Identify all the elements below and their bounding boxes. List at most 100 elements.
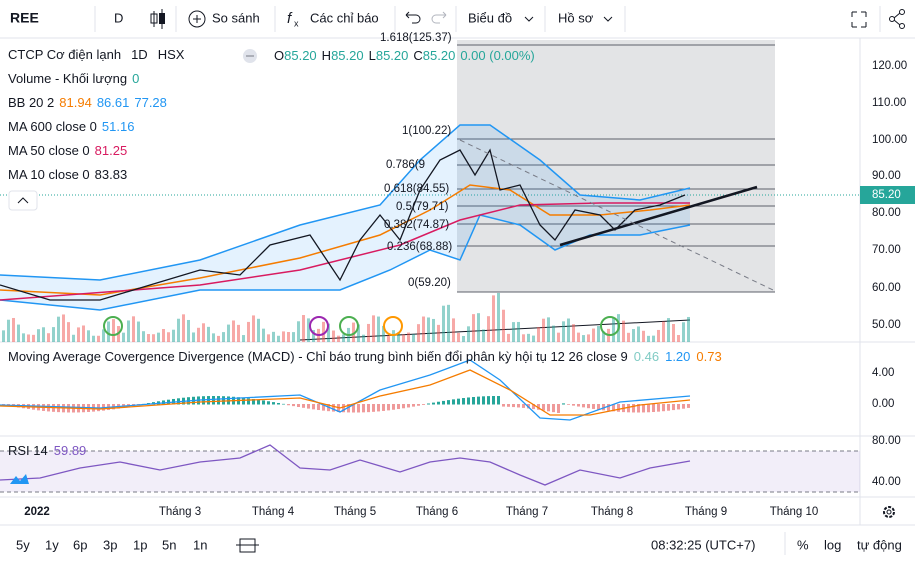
volume-bar [532,335,535,342]
volume-bar [22,333,25,342]
indicators-button[interactable]: Các chỉ báo [310,10,379,25]
range-button[interactable]: 5y [16,537,30,552]
histogram-bar [582,404,585,408]
volume-bar [392,330,395,342]
symbol[interactable]: REE [10,10,39,26]
time-label: Tháng 8 [591,506,633,518]
price-label: 60.00 [872,282,901,294]
profile-menu[interactable]: Hồ sơ [558,10,594,25]
fib-label: 0.236(68.88) [387,241,452,253]
time-label: Tháng 6 [416,506,458,518]
volume-bar [97,335,100,342]
axes: 120.00 110.00 100.00 90.00 80.00 70.00 60.00 50… [24,32,907,518]
volume-bar [457,332,460,342]
volume-bar [567,318,570,342]
price-label: 100.00 [872,134,907,146]
volume-bar [82,325,85,342]
ma50-legend: MA 50 close 0 81.25 [8,143,127,158]
volume-bar [652,335,655,342]
volume-bar [112,319,115,342]
macd-axis-label: 4.00 [872,367,894,379]
volume-bar [547,317,550,342]
volume-bar [147,334,150,342]
compare-button[interactable]: So sánh [212,10,260,25]
price-label: 110.00 [872,97,906,109]
range-button[interactable]: 1n [193,537,207,552]
volume-bar [587,334,590,342]
volume-bar [37,329,40,342]
log-toggle[interactable]: log [824,537,841,552]
fullscreen-button[interactable] [851,11,867,28]
range-button[interactable]: 5n [162,537,176,552]
ohlc-value: 85.20 [423,48,456,63]
time-label: Tháng 4 [252,506,295,518]
histogram-bar [567,404,570,405]
volume-bar [537,327,540,342]
fib-label: 0.5(79.71) [396,201,449,213]
ohlc-value: 85.20 [376,48,409,63]
percent-toggle[interactable]: % [797,537,809,552]
histogram-bar [602,404,605,411]
auto-toggle[interactable]: tự động [857,537,902,552]
volume-bar [32,334,35,342]
volume-bar [407,332,410,342]
volume-bar [327,323,330,342]
undo-button[interactable] [405,11,421,24]
volume-bar [552,325,555,342]
redo-button[interactable] [431,11,447,24]
histogram-bar [637,404,640,413]
interval[interactable]: D [114,10,123,25]
volume-bar [107,321,110,342]
volume-bar [612,317,615,342]
volume-bar [102,329,105,342]
histogram-bar [572,404,575,406]
volume-bar [232,320,235,342]
ohlc-label: O [274,48,284,63]
ma-line [0,184,691,296]
histogram-bar [382,404,385,411]
chart-menu[interactable]: Biểu đồ [468,10,512,25]
trend-line [559,185,758,247]
volume-bar [667,318,670,342]
histogram-bar [642,404,645,413]
fx-icon: f [287,10,293,27]
volume-bars [2,292,690,342]
volume-bar [562,321,565,342]
price-label: 120.00 [872,60,907,72]
fx-icon-x: x [294,18,299,28]
histogram-bar [307,404,310,409]
volume-bar [647,335,650,342]
volume-bar [357,324,360,342]
volume-bar [342,334,345,342]
volume-bar [172,329,175,342]
volume-bar [227,324,230,342]
settings-button[interactable] [883,506,895,518]
clock: 08:32:25 (UTC+7) [651,537,755,552]
histogram-bar [402,404,405,409]
range-button[interactable]: 6p [73,537,87,552]
volume-bar [402,334,405,342]
candle-icon[interactable] [150,9,165,29]
range-button[interactable]: 3p [103,537,117,552]
price-label: 80.00 [872,207,901,219]
histogram-bar [647,404,650,413]
histogram-bar [477,396,480,405]
range-button[interactable]: 1y [45,537,59,552]
volume-bar [432,318,435,342]
histogram-bar [552,404,555,413]
time-label: Tháng 7 [506,506,548,518]
volume-bar [52,327,55,342]
rsi-band [0,451,860,492]
histogram-bar [442,400,445,405]
volume-bar [217,335,220,342]
share-button[interactable] [889,9,905,29]
histogram-bar [452,399,455,405]
volume-bar [492,295,495,342]
volume-bar [437,324,440,342]
range-button[interactable]: 1p [133,537,147,552]
volume-bar [447,304,450,342]
collapse-button[interactable] [8,190,38,211]
volume-bar [502,309,505,342]
histogram-bar [457,398,460,405]
histogram-bar [272,402,275,405]
